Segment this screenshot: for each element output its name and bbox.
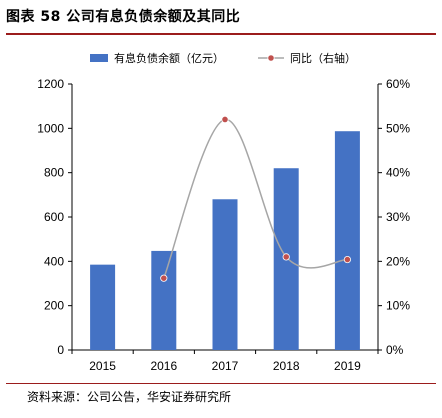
yoy-line (160, 115, 351, 282)
y-tick-label: 200 (44, 299, 64, 313)
y2-tick-label: 0% (386, 343, 404, 357)
bar (151, 250, 177, 350)
yoy-point (160, 274, 168, 282)
x-tick-label: 2017 (212, 359, 239, 373)
yoy-point (221, 115, 229, 124)
legend-label-line: 同比（右轴） (290, 51, 356, 65)
bar (334, 131, 360, 350)
y2-tick-label: 30% (386, 210, 410, 224)
y-tick-label: 400 (44, 254, 64, 268)
bars (90, 131, 360, 350)
y2-tick-label: 10% (386, 299, 410, 313)
bar (212, 199, 238, 350)
legend-label-bar: 有息负债余额（亿元） (114, 51, 224, 65)
source-note: 资料来源：公司公告，华安证券研究所 (27, 390, 232, 404)
x-tick-label: 2018 (273, 359, 300, 373)
x-tick-label: 2015 (89, 359, 116, 373)
y2-tick-label: 60% (386, 77, 410, 91)
legend: 有息负债余额（亿元） 同比（右轴） (90, 51, 356, 65)
y2-tick-label: 20% (386, 254, 410, 268)
legend-swatch-bar (90, 54, 108, 62)
source-rule (6, 383, 436, 384)
y-tick-label: 800 (44, 166, 64, 180)
y-tick-label: 1200 (37, 77, 64, 91)
legend-swatch-marker (267, 54, 275, 62)
y-tick-label: 1000 (37, 121, 64, 135)
y2-tick-label: 40% (386, 166, 410, 180)
y-tick-label: 600 (44, 210, 64, 224)
bar (90, 264, 116, 350)
yoy-point (343, 255, 351, 264)
y-tick-label: 0 (57, 343, 64, 357)
x-tick-label: 2019 (334, 359, 361, 373)
title-rule (6, 33, 436, 35)
yoy-point (282, 253, 290, 261)
chart-svg: 有息负债余额（亿元） 同比（右轴） 0 200 400 600 800 1000 1200 0%… (37, 51, 410, 373)
yoy-line-path (163, 118, 348, 279)
chart-title: 图表 58 公司有息负债余额及其同比 (6, 9, 241, 25)
axes: 0 200 400 600 800 1000 1200 0% 10% 20% 30% 40% 50% 60… (37, 77, 410, 373)
x-tick-label: 2016 (150, 359, 177, 373)
y2-tick-label: 50% (386, 121, 410, 135)
